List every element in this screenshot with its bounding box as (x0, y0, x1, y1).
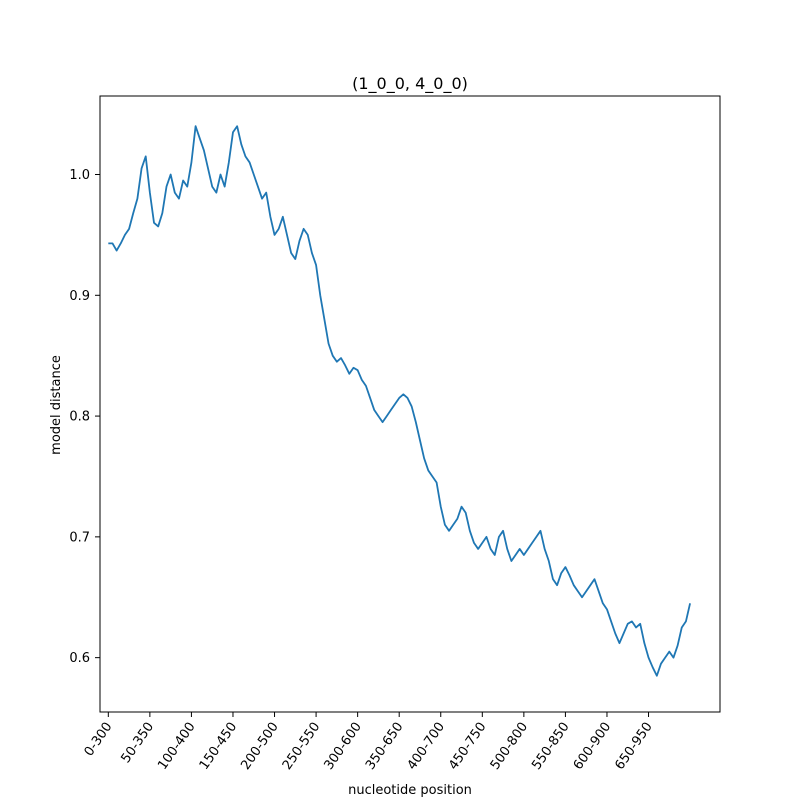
x-axis-label: nucleotide position (348, 783, 472, 798)
x-tick-label: 600-900 (571, 720, 614, 773)
series-line (108, 125, 691, 677)
x-tick-label: 300-600 (321, 720, 364, 773)
x-tick-label: 400-700 (405, 720, 448, 773)
x-tick-label: 500-800 (488, 720, 531, 773)
chart-title: (1_0_0, 4_0_0) (352, 74, 468, 94)
x-axis: 0-300 50-350100-400150-450200-500250-5503… (82, 712, 656, 773)
x-tick-label: 550-850 (529, 720, 572, 773)
y-axis-label: model distance (49, 355, 64, 455)
x-tick-label: 150-450 (197, 720, 240, 773)
y-tick-label: 0.8 (69, 410, 90, 425)
y-tick-label: 1.0 (69, 168, 90, 183)
x-tick-label: 350-650 (363, 720, 406, 773)
x-tick-label: 450-750 (446, 720, 489, 773)
y-tick-label: 0.6 (69, 651, 90, 666)
y-tick-label: 0.9 (69, 289, 90, 304)
x-tick-label: 50-350 (118, 720, 157, 766)
x-tick-label: 100-400 (155, 720, 198, 773)
y-axis: 0.6 0.7 0.8 0.9 1.0 (69, 168, 100, 666)
x-tick-label: 650-950 (612, 720, 655, 773)
plot-frame (99, 95, 721, 713)
x-tick-label: 0-300 (82, 720, 116, 760)
y-tick-label: 0.7 (69, 530, 90, 545)
plot-area (99, 95, 721, 713)
x-tick-label: 250-550 (280, 720, 323, 773)
x-tick-label: 200-500 (238, 720, 281, 773)
